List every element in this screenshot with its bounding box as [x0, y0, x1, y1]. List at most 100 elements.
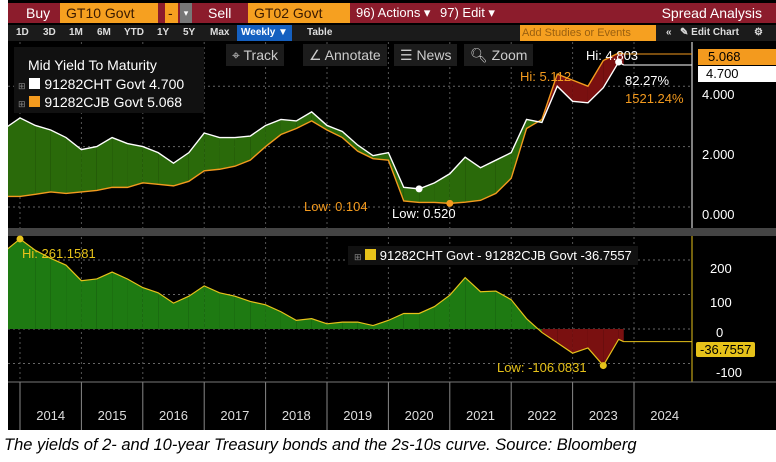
- zoom-button[interactable]: 🔍︎ Zoom: [464, 44, 534, 66]
- year-label: 2014: [36, 408, 66, 423]
- period-5y[interactable]: 5Y: [183, 27, 196, 38]
- expand-icon[interactable]: ⊞: [18, 81, 26, 91]
- spread-area-fill: [557, 329, 573, 354]
- spread-area-fill: [250, 301, 266, 329]
- yield-spread-fill: [219, 137, 235, 170]
- ytick-0: 0.000: [702, 207, 735, 222]
- low-label-10y: Low: 0.520: [392, 206, 456, 221]
- year-label: 2023: [588, 408, 618, 423]
- spread-area-fill: [342, 322, 358, 329]
- yield-spread-fill: [50, 129, 67, 194]
- spread-area-fill: [511, 299, 527, 329]
- yield-spread-fill: [66, 137, 82, 194]
- hi-label-2y: Hi: 5.112: [520, 69, 572, 84]
- buy-label: Buy: [26, 5, 51, 21]
- buy-ticker-field[interactable]: GT10 Govt: [60, 3, 158, 23]
- yield-spread-fill: [465, 157, 481, 203]
- spread-area-fill: [8, 238, 20, 329]
- period-6m[interactable]: 6M: [97, 27, 111, 38]
- year-label: 2020: [404, 408, 434, 423]
- yield-spread-fill: [480, 160, 496, 201]
- edit-chart-button[interactable]: ✎ Edit Chart: [680, 27, 739, 38]
- hi-label-spread: Hi: 261.1581: [22, 246, 96, 261]
- spread-area-fill: [603, 329, 619, 366]
- yield-spread-fill: [342, 131, 358, 152]
- last-price-tag-2y: 5.068: [698, 49, 776, 65]
- yield-spread-fill: [204, 133, 220, 171]
- legend-item-2y[interactable]: ⊞ 91282CJB Govt 5.068: [18, 94, 182, 110]
- period-bar: 1D 3D 1M 6M YTD 1Y 5Y Max Weekly ▼ Table…: [8, 25, 776, 41]
- edit-menu[interactable]: 97) Edit ▾: [440, 5, 495, 20]
- series-line-10y: [8, 61, 625, 190]
- yield-spread-fill: [96, 137, 113, 191]
- expand-icon[interactable]: ⊞: [354, 252, 362, 262]
- spread-area-fill: [388, 313, 404, 329]
- sell-ticker-field[interactable]: GT02 Govt: [248, 3, 350, 23]
- operator-dropdown[interactable]: ▾: [180, 3, 192, 23]
- yield-spread-fill: [112, 137, 128, 188]
- spread-area-fill: [234, 296, 251, 329]
- period-1d[interactable]: 1D: [16, 27, 29, 38]
- yield-spread-fill: [81, 146, 97, 192]
- low-marker-10y: [415, 185, 423, 193]
- yield-spread-fill: [572, 80, 588, 103]
- function-title: Spread Analysis: [661, 5, 762, 21]
- spread-area-fill: [158, 292, 174, 329]
- spread-area-fill: [572, 329, 588, 354]
- expand-icon[interactable]: ⊞: [18, 99, 26, 109]
- period-3d[interactable]: 3D: [43, 27, 56, 38]
- yield-legend: Mid Yield To Maturity ⊞ 91282CHT Govt 4.…: [14, 47, 204, 113]
- yield-spread-fill: [127, 143, 143, 188]
- ytick-200: 200: [710, 261, 732, 276]
- year-label: 2024: [650, 408, 680, 423]
- frequency-dropdown[interactable]: Weekly ▼: [237, 25, 292, 41]
- spread-area-fill: [296, 318, 312, 329]
- table-button[interactable]: Table: [307, 27, 333, 38]
- legend-title: Mid Yield To Maturity: [28, 57, 157, 73]
- year-label: 2022: [527, 408, 557, 423]
- period-ytd[interactable]: YTD: [124, 27, 144, 38]
- year-label: 2017: [220, 408, 250, 423]
- spread-area-fill: [449, 277, 466, 329]
- year-label: 2015: [97, 408, 127, 423]
- yield-spread-fill: [495, 152, 512, 194]
- yield-spread-fill: [327, 125, 343, 138]
- swatch-yellow: [365, 249, 377, 260]
- spread-area-fill: [188, 285, 205, 329]
- news-button[interactable]: ☰ News: [394, 44, 458, 66]
- hi-marker-10y: [615, 58, 623, 66]
- spread-area-fill: [465, 277, 481, 329]
- low-marker-2y: [446, 199, 454, 207]
- change-2y: 1521.24%: [625, 91, 684, 106]
- operator-field[interactable]: -: [165, 3, 178, 23]
- spread-area-fill: [311, 318, 327, 329]
- studies-input[interactable]: Add Studies or Events: [520, 25, 656, 41]
- period-max[interactable]: Max: [210, 27, 230, 38]
- yield-spread-fill: [8, 117, 20, 197]
- actions-menu[interactable]: 96) Actions ▾: [356, 5, 431, 20]
- period-1y[interactable]: 1Y: [157, 27, 170, 38]
- swatch-white: [29, 78, 41, 89]
- legend-item-10y[interactable]: ⊞ 91282CHT Govt 4.700: [18, 76, 184, 92]
- spread-area-fill: [219, 292, 235, 329]
- yield-spread-fill: [35, 125, 51, 195]
- yield-spread-fill: [373, 152, 389, 161]
- track-button[interactable]: ⌖ Track: [226, 44, 284, 66]
- gear-icon[interactable]: ⚙: [754, 27, 763, 38]
- annotate-button[interactable]: ∠ Annotate: [303, 44, 387, 66]
- yield-spread-fill: [142, 146, 159, 185]
- collapse-button[interactable]: «: [666, 27, 672, 38]
- change-10y: 82.27%: [625, 73, 670, 88]
- spread-area-fill: [403, 313, 420, 329]
- spread-area-fill: [495, 291, 512, 329]
- chart-canvas[interactable]: [8, 0, 776, 430]
- low-marker-spread: [599, 362, 607, 370]
- spread-area-fill: [280, 311, 297, 329]
- year-label: 2016: [159, 408, 188, 423]
- spread-area-fill: [357, 322, 374, 329]
- spread-area-fill: [173, 296, 189, 329]
- spread-area-fill: [587, 329, 604, 366]
- spread-legend[interactable]: ⊞ 91282CHT Govt - 91282CJB Govt -36.7557: [348, 246, 638, 265]
- period-1m[interactable]: 1M: [69, 27, 83, 38]
- spread-area-fill: [373, 320, 389, 329]
